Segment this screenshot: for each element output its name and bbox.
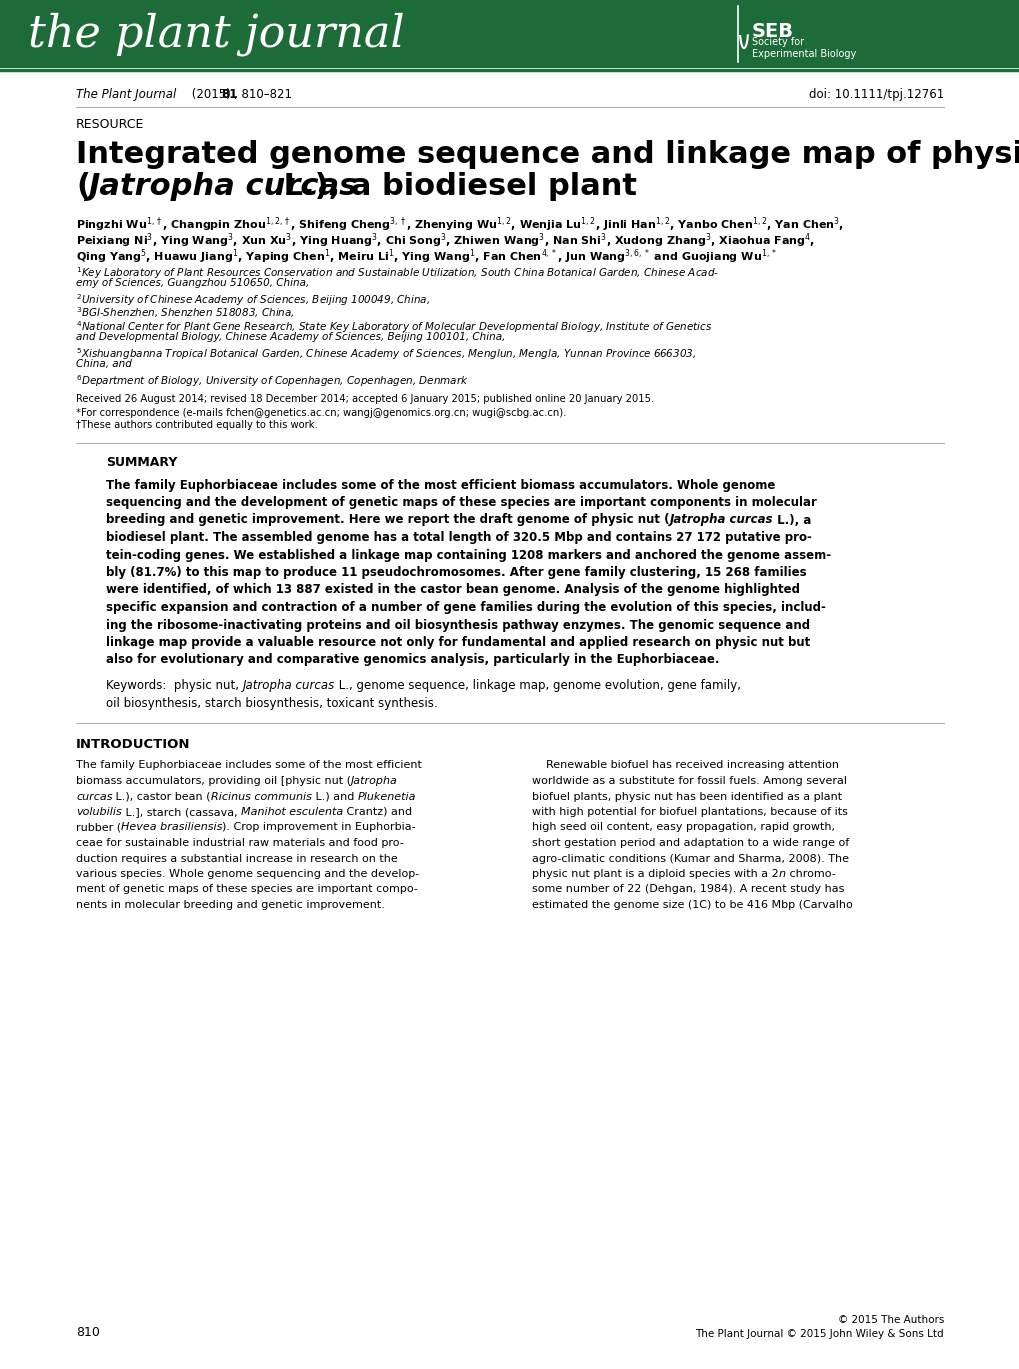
Text: 810: 810 <box>76 1327 100 1339</box>
Text: curcas: curcas <box>76 791 112 801</box>
Text: chromo-: chromo- <box>785 869 835 879</box>
Text: nents in molecular breeding and genetic improvement.: nents in molecular breeding and genetic … <box>76 899 384 910</box>
Text: various species. Whole genome sequencing and the develop-: various species. Whole genome sequencing… <box>76 869 419 879</box>
Text: RESOURCE: RESOURCE <box>76 118 145 131</box>
Text: China, and: China, and <box>76 360 131 370</box>
Text: *For correspondence (e-mails fchen@genetics.ac.cn; wangj@genomics.org.cn; wugi@s: *For correspondence (e-mails fchen@genet… <box>76 408 566 418</box>
Text: (2015): (2015) <box>187 88 234 101</box>
Text: L.), a: L.), a <box>772 513 810 527</box>
Text: tein-coding genes. We established a linkage map containing 1208 markers and anch: tein-coding genes. We established a link… <box>106 549 830 561</box>
Text: Hevea brasiliensis: Hevea brasiliensis <box>121 823 222 832</box>
Text: $^{3}$BGI-Shenzhen, Shenzhen 518083, China,: $^{3}$BGI-Shenzhen, Shenzhen 518083, Chi… <box>76 305 294 320</box>
Text: oil biosynthesis, starch biosynthesis, toxicant synthesis.: oil biosynthesis, starch biosynthesis, t… <box>106 697 437 709</box>
Text: Manihot esculenta: Manihot esculenta <box>240 806 342 817</box>
Text: some number of 22 (Dehgan, 1984). A recent study has: some number of 22 (Dehgan, 1984). A rece… <box>532 884 844 894</box>
Text: with high potential for biofuel plantations, because of its: with high potential for biofuel plantati… <box>532 806 847 817</box>
Text: breeding and genetic improvement. Here we report the draft genome of physic nut : breeding and genetic improvement. Here w… <box>106 513 668 527</box>
Text: biodiesel plant. The assembled genome has a total length of 320.5 Mbp and contai: biodiesel plant. The assembled genome ha… <box>106 531 811 543</box>
Text: Pingzhi Wu$^{1,\dagger}$, Changpin Zhou$^{1,2,\dagger}$, Shifeng Cheng$^{3,\dagg: Pingzhi Wu$^{1,\dagger}$, Changpin Zhou$… <box>76 215 844 234</box>
Text: Ricinus communis: Ricinus communis <box>211 791 312 801</box>
Text: L., genome sequence, linkage map, genome evolution, gene family,: L., genome sequence, linkage map, genome… <box>334 679 740 691</box>
Text: specific expansion and contraction of a number of gene families during the evolu: specific expansion and contraction of a … <box>106 601 825 615</box>
Text: duction requires a substantial increase in research on the: duction requires a substantial increase … <box>76 853 397 864</box>
Text: rubber (: rubber ( <box>76 823 121 832</box>
Text: L.], starch (cassava,: L.], starch (cassava, <box>121 806 240 817</box>
Text: Jatropha curcas: Jatropha curcas <box>88 172 357 201</box>
Text: ). Crop improvement in Euphorbia-: ). Crop improvement in Euphorbia- <box>222 823 416 832</box>
Text: volubilis: volubilis <box>76 806 121 817</box>
Text: Crantz) and: Crantz) and <box>342 806 412 817</box>
Bar <box>0 0 1019 68</box>
Text: Jatropha curcas: Jatropha curcas <box>243 679 334 691</box>
Text: sequencing and the development of genetic maps of these species are important co: sequencing and the development of geneti… <box>106 496 816 509</box>
Text: linkage map provide a valuable resource not only for fundamental and applied res: linkage map provide a valuable resource … <box>106 637 809 649</box>
Text: emy of Sciences, Guangzhou 510650, China,: emy of Sciences, Guangzhou 510650, China… <box>76 278 309 289</box>
Text: Renewable biofuel has received increasing attention: Renewable biofuel has received increasin… <box>532 761 839 771</box>
Text: were identified, of which 13 887 existed in the castor bean genome. Analysis of : were identified, of which 13 887 existed… <box>106 583 799 597</box>
Text: Peixiang Ni$^{3}$, Ying Wang$^{3}$, Xun Xu$^{3}$, Ying Huang$^{3}$, Chi Song$^{3: Peixiang Ni$^{3}$, Ying Wang$^{3}$, Xun … <box>76 231 814 249</box>
Text: bly (81.7%) to this map to produce 11 pseudochromosomes. After gene family clust: bly (81.7%) to this map to produce 11 ps… <box>106 565 806 579</box>
Text: $^{1}$Key Laboratory of Plant Resources Conservation and Sustainable Utilization: $^{1}$Key Laboratory of Plant Resources … <box>76 266 718 281</box>
Text: , 810–821: , 810–821 <box>233 88 291 101</box>
Text: Keywords:  physic nut,: Keywords: physic nut, <box>106 679 243 691</box>
Text: short gestation period and adaptation to a wide range of: short gestation period and adaptation to… <box>532 838 849 847</box>
Text: The Plant Journal: The Plant Journal <box>76 88 176 101</box>
Text: agro-climatic conditions (Kumar and Sharma, 2008). The: agro-climatic conditions (Kumar and Shar… <box>532 853 848 864</box>
Text: © 2015 The Authors
The Plant Journal © 2015 John Wiley & Sons Ltd: © 2015 The Authors The Plant Journal © 2… <box>695 1316 943 1339</box>
Text: Jatropha curcas: Jatropha curcas <box>668 513 772 527</box>
Text: biofuel plants, physic nut has been identified as a plant: biofuel plants, physic nut has been iden… <box>532 791 842 801</box>
Text: ment of genetic maps of these species are important compo-: ment of genetic maps of these species ar… <box>76 884 418 894</box>
Text: SUMMARY: SUMMARY <box>106 456 177 470</box>
Text: n: n <box>777 869 785 879</box>
Text: †These authors contributed equally to this work.: †These authors contributed equally to th… <box>76 420 318 430</box>
Text: $^{4}$National Center for Plant Gene Research, State Key Laboratory of Molecular: $^{4}$National Center for Plant Gene Res… <box>76 319 712 335</box>
Text: The family Euphorbiaceae includes some of the most efficient biomass accumulator: The family Euphorbiaceae includes some o… <box>106 479 774 491</box>
Text: worldwide as a substitute for fossil fuels. Among several: worldwide as a substitute for fossil fue… <box>532 776 846 786</box>
Text: high seed oil content, easy propagation, rapid growth,: high seed oil content, easy propagation,… <box>532 823 835 832</box>
Text: SEB: SEB <box>751 22 793 41</box>
Text: the plant journal: the plant journal <box>28 12 405 56</box>
Text: estimated the genome size (1C) to be 416 Mbp (Carvalho: estimated the genome size (1C) to be 416… <box>532 899 852 910</box>
Text: Integrated genome sequence and linkage map of physic nut: Integrated genome sequence and linkage m… <box>76 140 1019 168</box>
Text: physic nut plant is a diploid species with a 2: physic nut plant is a diploid species wi… <box>532 869 777 879</box>
Text: ceae for sustainable industrial raw materials and food pro-: ceae for sustainable industrial raw mate… <box>76 838 404 847</box>
Text: Plukenetia: Plukenetia <box>358 791 416 801</box>
Text: Society for
Experimental Biology: Society for Experimental Biology <box>751 37 855 59</box>
Text: doi: 10.1111/tpj.12761: doi: 10.1111/tpj.12761 <box>808 88 943 101</box>
Text: L.), castor bean (: L.), castor bean ( <box>112 791 211 801</box>
Text: and Developmental Biology, Chinese Academy of Sciences, Beijing 100101, China,: and Developmental Biology, Chinese Acade… <box>76 333 504 342</box>
Text: L.), a biodiesel plant: L.), a biodiesel plant <box>273 172 637 201</box>
Text: The family Euphorbiaceae includes some of the most efficient: The family Euphorbiaceae includes some o… <box>76 761 422 771</box>
Text: $^{2}$University of Chinese Academy of Sciences, Beijing 100049, China,: $^{2}$University of Chinese Academy of S… <box>76 292 430 308</box>
Text: L.) and: L.) and <box>312 791 358 801</box>
Text: $^{6}$Department of Biology, University of Copenhagen, Copenhagen, Denmark: $^{6}$Department of Biology, University … <box>76 372 468 389</box>
Text: 81: 81 <box>221 88 237 101</box>
Text: Received 26 August 2014; revised 18 December 2014; accepted 6 January 2015; publ: Received 26 August 2014; revised 18 Dece… <box>76 394 653 404</box>
Text: Qing Yang$^{5}$, Huawu Jiang$^{1}$, Yaping Chen$^{1}$, Meiru Li$^{1}$, Ying Wang: Qing Yang$^{5}$, Huawu Jiang$^{1}$, Yapi… <box>76 246 776 266</box>
Text: Jatropha: Jatropha <box>351 776 397 786</box>
Text: biomass accumulators, providing oil [physic nut (: biomass accumulators, providing oil [phy… <box>76 776 351 786</box>
Text: (: ( <box>76 172 90 201</box>
Text: $^{5}$Xishuangbanna Tropical Botanical Garden, Chinese Academy of Sciences, Meng: $^{5}$Xishuangbanna Tropical Botanical G… <box>76 346 696 361</box>
Text: INTRODUCTION: INTRODUCTION <box>76 738 191 752</box>
Text: also for evolutionary and comparative genomics analysis, particularly in the Eup: also for evolutionary and comparative ge… <box>106 653 718 667</box>
Text: ing the ribosome-inactivating proteins and oil biosynthesis pathway enzymes. The: ing the ribosome-inactivating proteins a… <box>106 619 809 631</box>
